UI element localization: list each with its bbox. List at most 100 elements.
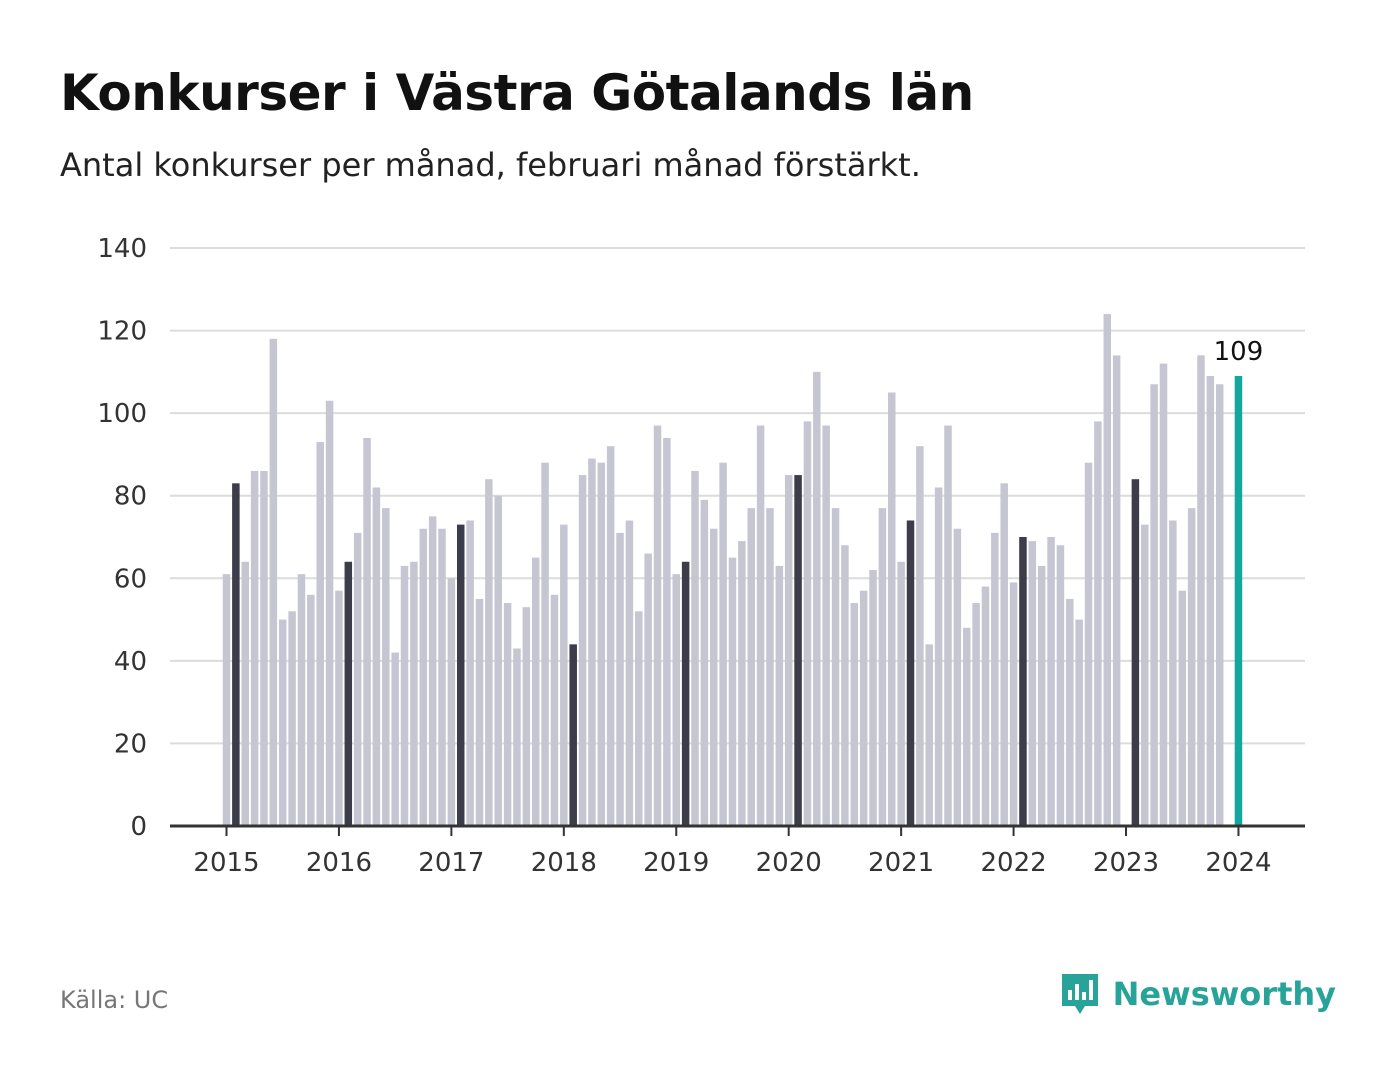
bar	[1103, 314, 1112, 826]
axis-labels: 0 20 40 60 80 100 120 140 109 2015 2016 2017 2018 201…	[97, 234, 1271, 878]
bar	[606, 446, 615, 826]
bar-february	[569, 644, 577, 826]
bar	[250, 470, 259, 826]
bar	[756, 425, 765, 826]
bar	[1215, 384, 1224, 826]
bar	[663, 437, 671, 826]
bar	[869, 570, 877, 826]
bar	[738, 541, 746, 826]
bar	[700, 499, 709, 826]
bar	[372, 487, 381, 826]
bar	[1094, 421, 1102, 826]
bar	[560, 524, 568, 826]
bar	[859, 590, 868, 826]
bar	[363, 437, 371, 826]
bar	[1197, 355, 1205, 826]
bar-february	[457, 524, 465, 826]
bar	[962, 627, 971, 826]
x-tick-label: 2020	[756, 848, 822, 878]
bar	[981, 586, 990, 826]
bar-latest	[1234, 375, 1243, 826]
bar	[466, 520, 474, 826]
y-tick-label: 140	[97, 234, 147, 264]
bar	[503, 603, 512, 826]
bar	[307, 594, 315, 826]
bar	[447, 578, 456, 826]
bar	[991, 532, 999, 826]
chart-title: Konkurser i Västra Götalands län	[60, 64, 974, 122]
bar	[1169, 520, 1177, 826]
bar	[841, 545, 849, 826]
bar	[419, 528, 428, 826]
bar	[1178, 590, 1186, 826]
bar-chart: 0 20 40 60 80 100 120 140 109 2015 2016 2017 2018 201…	[97, 234, 1305, 878]
bar	[382, 508, 390, 826]
bar	[541, 462, 549, 826]
bar	[1028, 541, 1037, 826]
bar	[494, 495, 502, 826]
bar	[260, 470, 268, 826]
bar	[597, 462, 606, 826]
y-tick-label: 100	[97, 399, 147, 429]
bar-february	[1131, 479, 1140, 826]
bar	[691, 470, 699, 826]
bar	[1056, 545, 1065, 826]
x-tick-label: 2023	[1093, 848, 1159, 878]
y-tick-label: 60	[114, 564, 147, 594]
bar	[297, 574, 306, 826]
bar	[400, 565, 409, 826]
bar	[1206, 375, 1215, 826]
bar	[1009, 582, 1018, 826]
bar	[784, 475, 793, 826]
bar	[616, 532, 624, 826]
bar	[1066, 598, 1074, 826]
bar	[1075, 619, 1083, 826]
bar	[438, 528, 446, 826]
bar	[325, 400, 334, 826]
bar	[709, 528, 718, 826]
x-axis	[170, 824, 1305, 836]
y-tick-label: 40	[114, 647, 147, 677]
bar	[747, 508, 755, 826]
bar	[278, 619, 287, 826]
chart-subtitle: Antal konkurser per månad, februari måna…	[60, 146, 921, 184]
x-tick-label: 2018	[531, 848, 597, 878]
bar	[475, 598, 484, 826]
bar	[803, 421, 812, 826]
bar	[897, 561, 905, 826]
bar	[1187, 508, 1196, 826]
bar	[644, 553, 652, 826]
bar	[1047, 537, 1055, 826]
bar	[653, 425, 662, 826]
x-tick-label: 2019	[643, 848, 709, 878]
bar	[888, 392, 896, 826]
bar	[353, 532, 362, 826]
x-tick-label: 2015	[193, 848, 259, 878]
latest-value-label: 109	[1214, 337, 1264, 367]
bar	[925, 644, 933, 826]
bar-february	[344, 561, 353, 826]
bar	[635, 611, 643, 826]
bar	[944, 425, 952, 826]
x-tick-label: 2016	[306, 848, 372, 878]
bar	[531, 557, 540, 826]
bar	[672, 574, 681, 826]
bar	[513, 648, 521, 826]
x-tick-label: 2017	[418, 848, 484, 878]
newsworthy-logo-icon	[1061, 974, 1098, 1014]
bar	[934, 487, 943, 826]
bar	[222, 574, 231, 826]
bar	[428, 516, 437, 826]
brand-logo[interactable]: Newsworthy	[1059, 970, 1336, 1018]
bar	[822, 425, 830, 826]
bar	[288, 611, 296, 826]
bar-february	[794, 475, 802, 826]
bar	[1037, 565, 1046, 826]
bar	[775, 565, 784, 826]
bar	[1141, 524, 1149, 826]
bar	[1150, 384, 1158, 826]
bar-february	[232, 483, 240, 826]
bar	[625, 520, 634, 826]
bar	[850, 603, 859, 826]
bar	[550, 594, 559, 826]
